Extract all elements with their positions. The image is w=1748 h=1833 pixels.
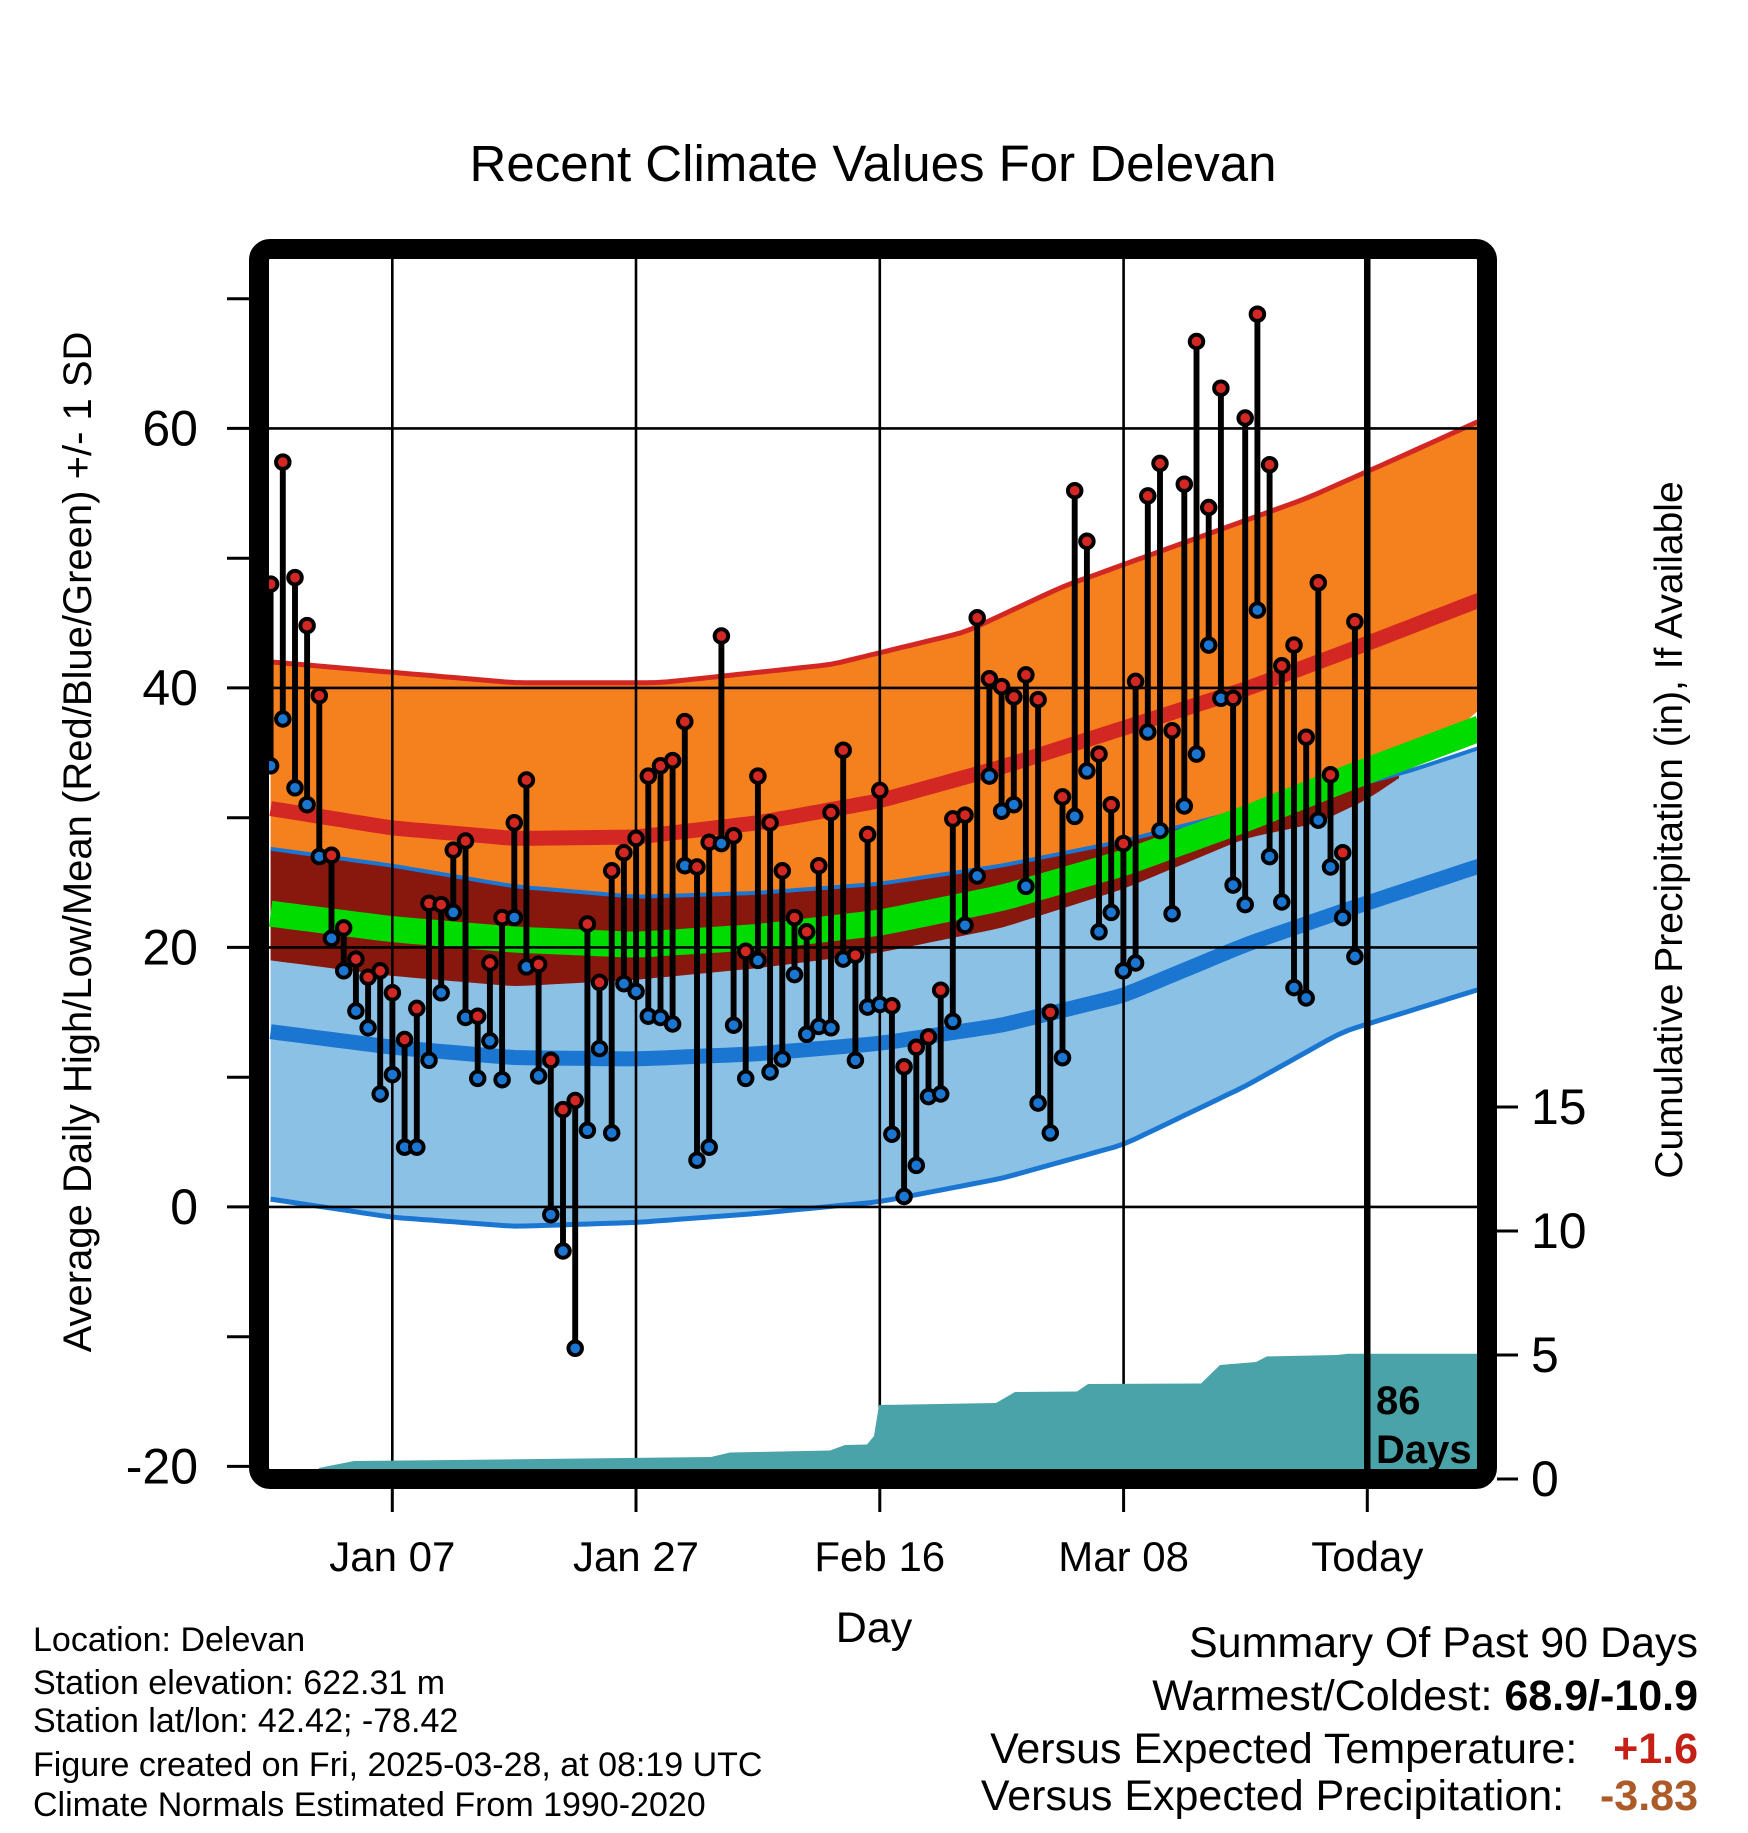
svg-text:-20: -20 [126, 1439, 198, 1495]
svg-text:Average Daily High/Low/Mean (R: Average Daily High/Low/Mean (Red/Blue/Gr… [56, 332, 100, 1353]
svg-text:5: 5 [1531, 1327, 1559, 1383]
svg-text:60: 60 [142, 401, 198, 457]
svg-text:86: 86 [1376, 1379, 1421, 1423]
svg-text:Location: Delevan: Location: Delevan [33, 1621, 305, 1659]
svg-text:40: 40 [142, 660, 198, 716]
svg-text:0: 0 [170, 1179, 198, 1235]
svg-text:15: 15 [1531, 1079, 1587, 1135]
svg-text:Versus Expected Precipitation:: Versus Expected Precipitation: -3.83 [981, 1772, 1698, 1820]
svg-text:10: 10 [1531, 1203, 1587, 1259]
svg-text:0: 0 [1531, 1451, 1559, 1507]
svg-text:Feb 16: Feb 16 [814, 1533, 945, 1580]
svg-text:Jan 07: Jan 07 [329, 1533, 455, 1580]
svg-text:Warmest/Coldest: 68.9/-10.9: Warmest/Coldest: 68.9/-10.9 [1152, 1672, 1698, 1720]
svg-text:Station elevation: 622.31 m: Station elevation: 622.31 m [33, 1664, 445, 1702]
svg-text:Days: Days [1376, 1428, 1472, 1472]
svg-text:Figure created on Fri, 2025-03: Figure created on Fri, 2025-03-28, at 08… [33, 1746, 763, 1784]
svg-text:Versus Expected Temperature:: Versus Expected Temperature: +1.6 [990, 1725, 1698, 1773]
svg-text:Day: Day [836, 1604, 913, 1652]
svg-text:Mar 08: Mar 08 [1058, 1533, 1189, 1580]
svg-text:Station lat/lon: 42.42; -78.42: Station lat/lon: 42.42; -78.42 [33, 1702, 458, 1740]
svg-text:Recent Climate Values For Dele: Recent Climate Values For Delevan [470, 135, 1277, 192]
svg-text:Climate Normals Estimated From: Climate Normals Estimated From 1990-2020 [33, 1786, 706, 1824]
svg-text:Jan 27: Jan 27 [573, 1533, 699, 1580]
svg-text:Summary Of Past 90 Days: Summary Of Past 90 Days [1189, 1619, 1698, 1667]
svg-text:Today: Today [1311, 1533, 1423, 1580]
svg-text:Cumulative Precipitation (in),: Cumulative Precipitation (in), If Availa… [1648, 481, 1691, 1178]
svg-text:20: 20 [142, 920, 198, 976]
